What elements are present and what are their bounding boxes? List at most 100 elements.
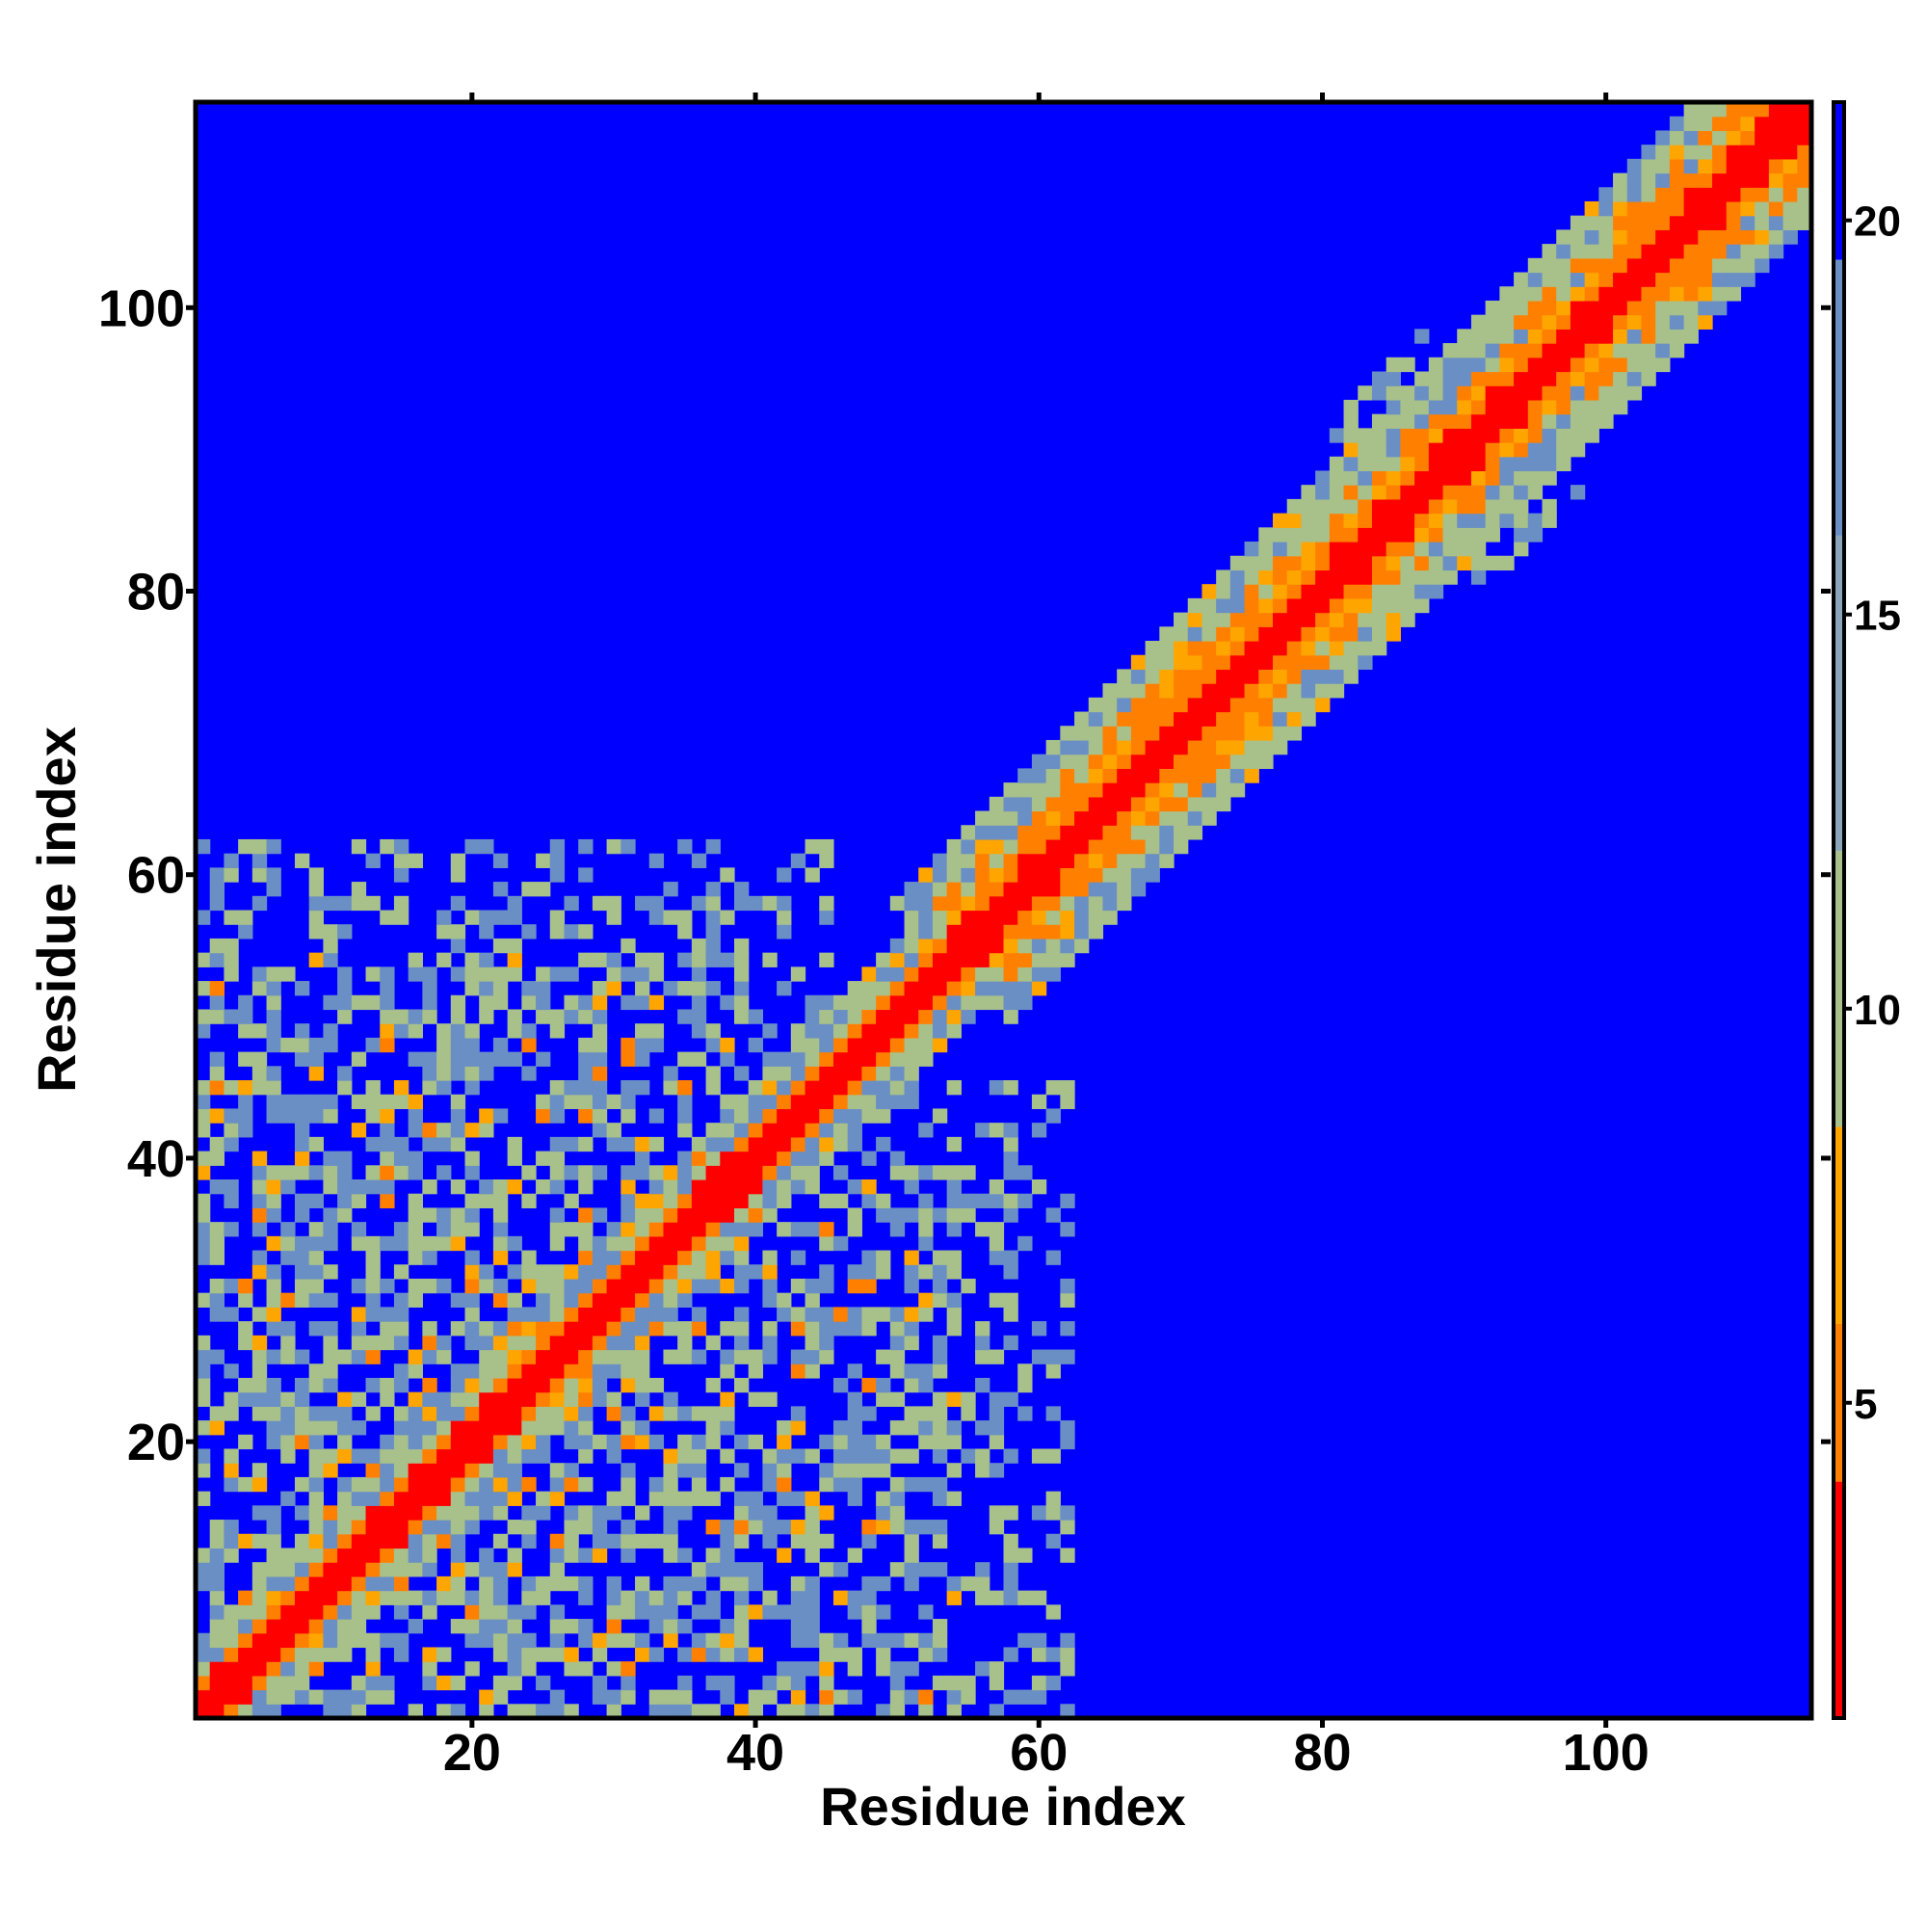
heatmap-cell [1343,555,1359,571]
heatmap-cell [1641,300,1656,316]
heatmap-cell [1414,456,1430,472]
heatmap-cell [280,1250,296,1265]
heatmap-cell [648,1108,665,1124]
heatmap-cell [748,1647,764,1662]
heatmap-cell [762,1179,778,1195]
heatmap-cell [1386,612,1401,627]
heatmap-cell [805,1094,820,1110]
heatmap-cell [1201,697,1217,713]
heatmap-cell [1584,399,1599,415]
heatmap-cell [861,1590,877,1605]
heatmap-cell [1017,1377,1033,1393]
heatmap-cell [422,1562,437,1577]
heatmap-cell [819,1476,834,1493]
heatmap-cell [1060,1420,1075,1436]
heatmap-cell [549,1235,566,1252]
heatmap-cell [238,1377,253,1393]
heatmap-cell [847,994,862,1011]
heatmap-cell [209,1136,225,1152]
heatmap-cell [408,1108,423,1124]
heatmap-cell [961,924,976,940]
heatmap-cell [536,1151,551,1166]
heatmap-cell [1159,739,1175,755]
heatmap-cell [492,1533,509,1549]
heatmap-cell [606,1278,621,1294]
heatmap-cell [436,1335,452,1351]
heatmap-cell [209,1548,225,1563]
heatmap-cell [946,1292,962,1308]
heatmap-cell [479,924,494,940]
heatmap-cell [832,1123,849,1138]
heatmap-cell [578,1575,594,1592]
heatmap-cell [876,1066,891,1081]
heatmap-cell [549,1491,566,1506]
heatmap-cell [889,1023,906,1039]
heatmap-cell [889,1066,906,1081]
colorbar-segment [1834,259,1844,536]
heatmap-cell [1669,187,1685,202]
heatmap-cell [1074,810,1090,826]
heatmap-cell [1613,187,1628,202]
heatmap-cell [989,1080,1005,1096]
heatmap-cell [961,1391,976,1407]
heatmap-cell [436,1406,452,1421]
heatmap-cell [1598,385,1614,401]
heatmap-cell [648,1406,665,1421]
heatmap-cell [549,1647,566,1662]
heatmap-cell [1117,882,1132,897]
heatmap-cell [1017,1363,1033,1379]
heatmap-cell [1045,867,1061,883]
heatmap-cell [1428,498,1444,515]
heatmap-cell [762,1151,778,1166]
heatmap-cell [1598,343,1614,358]
heatmap-cell [1003,910,1018,925]
heatmap-cell [677,1165,693,1180]
heatmap-cell [536,1420,551,1436]
heatmap-cell [280,1661,296,1677]
heatmap-cell [1216,739,1231,755]
heatmap-cell [323,952,338,967]
heatmap-cell [1244,739,1259,755]
heatmap-cell [408,1349,423,1364]
heatmap-cell [564,1094,579,1110]
heatmap-cell [592,895,608,912]
heatmap-cell [805,1604,820,1620]
heatmap-cell [209,1647,225,1662]
heatmap-cell [777,1179,792,1195]
heatmap-cell [606,1704,621,1719]
heatmap-cell [536,1307,551,1322]
heatmap-cell [1017,938,1033,954]
heatmap-cell [1683,329,1699,344]
heatmap-cell [450,1037,466,1053]
heatmap-cell [832,1420,849,1436]
heatmap-cell [380,1193,395,1209]
heatmap-cell [393,1491,409,1506]
heatmap-cell [705,1434,721,1450]
heatmap-cell [549,1533,566,1549]
heatmap-cell [507,1009,522,1024]
heatmap-cell [224,966,239,982]
heatmap-cell [989,1406,1005,1421]
heatmap-cell [932,994,948,1011]
heatmap-cell [280,1562,296,1577]
heatmap-cell [1017,1235,1033,1252]
heatmap-cell [918,1363,934,1379]
heatmap-cell [1060,1278,1075,1294]
heatmap-cell [720,1476,735,1493]
heatmap-cell [819,1647,834,1662]
heatmap-cell [946,1590,962,1605]
heatmap-cell [946,895,962,912]
heatmap-cell [1400,413,1415,429]
heatmap-cell [464,1434,480,1450]
heatmap-cell [337,1448,353,1464]
heatmap-cell [1003,867,1018,883]
heatmap-cell [1060,782,1075,798]
heatmap-cell [393,1363,409,1379]
heatmap-cell [748,1009,764,1024]
heatmap-cell [1470,314,1487,330]
heatmap-cell [1159,825,1175,840]
heatmap-cell [224,867,239,883]
heatmap-cell [946,1165,962,1180]
heatmap-cell [1755,187,1770,202]
heatmap-cell [1514,513,1529,528]
